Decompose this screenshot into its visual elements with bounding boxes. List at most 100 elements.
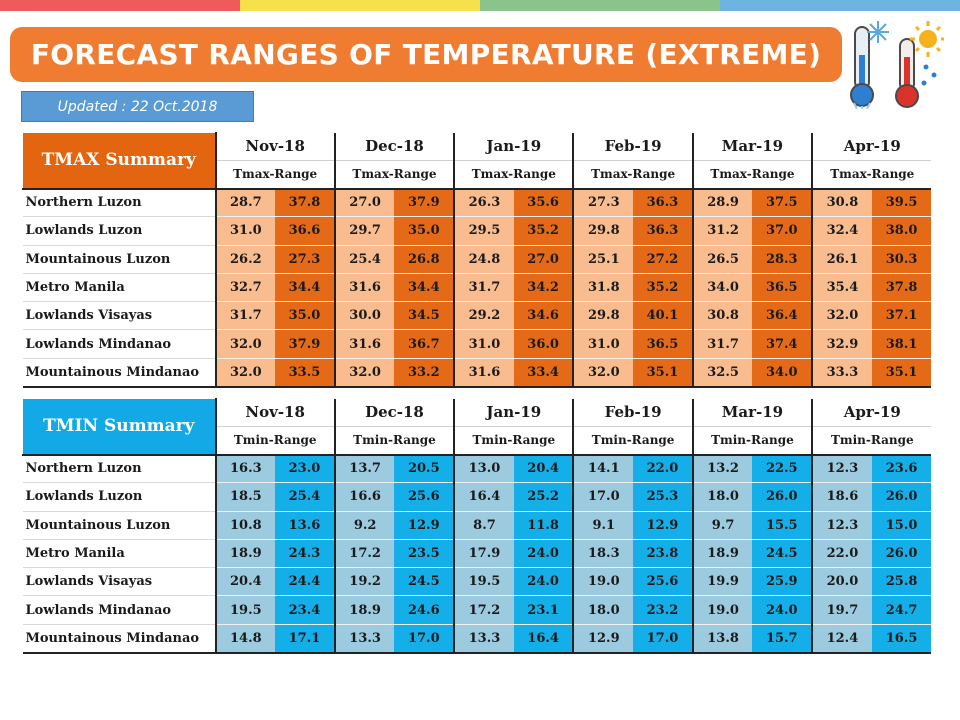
- tmax-low-value: 31.7: [214, 301, 276, 331]
- tmax-high-value: 36.3: [633, 187, 693, 218]
- tmin-high-value: 24.4: [275, 567, 335, 597]
- tmax-high-value: 26.8: [394, 245, 455, 274]
- tmin-low-value: 16.3: [214, 453, 276, 484]
- region-name: Northern Luzon: [22, 187, 216, 218]
- tmax-high-value: 34.5: [394, 301, 455, 331]
- tmax-high-value: 27.0: [513, 245, 574, 274]
- tmax-high-value: 36.7: [394, 329, 455, 359]
- tmax-high-value: 39.5: [871, 187, 932, 218]
- tmin-low-value: 17.0: [572, 482, 634, 512]
- tmin-high-value: 12.9: [394, 511, 455, 540]
- tmax-low-value: 32.4: [811, 216, 872, 246]
- tmax-low-value: 31.6: [333, 329, 395, 359]
- tmax-high-value: 37.4: [752, 329, 813, 359]
- tmax-high-value: 35.2: [513, 216, 574, 246]
- tmin-low-value: 18.6: [811, 482, 872, 512]
- tmax-low-value: 30.8: [811, 187, 872, 218]
- tmax-low-value: 28.7: [214, 187, 276, 218]
- tmax-low-value: 34.0: [691, 273, 753, 303]
- region-name: Lowlands Mindanao: [22, 595, 216, 625]
- tmax-high-value: 35.6: [513, 187, 574, 218]
- table-row: Lowlands Visayas 31.7 35.0 30.0 34.5 29.2 34.6…: [22, 301, 932, 331]
- sun-icon: [910, 21, 944, 57]
- table-row: Mountainous Mindanao 32.0 33.5 32.0 33.2 31.6…: [22, 358, 932, 388]
- table-row: Mountainous Luzon 10.8 13.6 9.2 12.9 8.7 11.8 9…: [22, 511, 932, 540]
- tmin-high-value: 12.9: [633, 511, 693, 540]
- tmin-high-value: 23.6: [871, 453, 932, 484]
- heat-drops-icon: [921, 64, 937, 86]
- tmin-high-value: 15.5: [752, 511, 813, 540]
- tmax-low-value: 29.2: [453, 301, 514, 331]
- tmax-low-value: 24.8: [453, 245, 514, 274]
- top-bar-segment-yellow: [240, 0, 480, 11]
- tmin-range-label: Tmin-Range: [214, 426, 335, 455]
- tmin-low-value: 10.8: [214, 511, 276, 540]
- tmin-range-label: Tmin-Range: [572, 426, 693, 455]
- tmin-high-value: 15.7: [752, 624, 813, 654]
- tmin-month-header: Feb-19: [572, 398, 693, 427]
- table-row: Metro Manila 18.9 24.3 17.2 23.5 17.9 24.0 18.3…: [22, 539, 932, 569]
- tmax-low-value: 32.5: [691, 358, 753, 388]
- tmin-high-value: 23.1: [513, 595, 574, 625]
- tmax-high-value: 28.3: [752, 245, 813, 274]
- tmax-high-value: 37.8: [275, 187, 335, 218]
- tmax-high-value: 34.4: [394, 273, 455, 303]
- thermometer-icon: [850, 21, 944, 109]
- tmax-high-value: 36.6: [275, 216, 335, 246]
- tmin-low-value: 18.3: [572, 539, 634, 569]
- tmax-month-header: Feb-19: [572, 132, 693, 161]
- tmin-high-value: 24.6: [394, 595, 455, 625]
- tmin-high-value: 24.0: [513, 539, 574, 569]
- tmax-high-value: 38.0: [871, 216, 932, 246]
- tmin-low-value: 13.3: [453, 624, 514, 654]
- table-row: Metro Manila 32.7 34.4 31.6 34.4 31.7 34.2 31.8…: [22, 273, 932, 303]
- tmax-low-value: 28.9: [691, 187, 753, 218]
- tmax-high-value: 27.2: [633, 245, 693, 274]
- tmax-high-value: 37.0: [752, 216, 813, 246]
- region-name: Metro Manila: [22, 273, 216, 303]
- tmax-high-value: 37.8: [871, 273, 932, 303]
- tmax-range-label: Tmax-Range: [691, 160, 813, 189]
- region-name: Mountainous Luzon: [22, 245, 216, 274]
- tmin-low-value: 9.7: [691, 511, 753, 540]
- tmin-month-header: Dec-18: [333, 398, 455, 427]
- tmax-low-value: 31.6: [333, 273, 395, 303]
- tmax-high-value: 36.3: [633, 216, 693, 246]
- hot-thermometer-icon: [895, 38, 919, 108]
- tmin-high-value: 17.0: [394, 624, 455, 654]
- tmax-low-value: 26.5: [691, 245, 753, 274]
- tmax-low-value: 32.0: [214, 329, 276, 359]
- tmax-high-value: 40.1: [633, 301, 693, 331]
- tmin-high-value: 23.2: [633, 595, 693, 625]
- tmin-low-value: 12.9: [572, 624, 634, 654]
- table-row: Lowlands Luzon 18.5 25.4 16.6 25.6 16.4 25.2 17…: [22, 482, 932, 512]
- tmax-range-label: Tmax-Range: [572, 160, 693, 189]
- tmin-low-value: 20.4: [214, 567, 276, 597]
- tmax-low-value: 31.7: [453, 273, 514, 303]
- tmin-low-value: 12.3: [811, 511, 872, 540]
- tmin-summary-table: TMIN Summary Nov-18 Dec-18 Jan-19 Feb-19 Mar-…: [22, 398, 932, 654]
- tmax-low-value: 25.4: [333, 245, 395, 274]
- page-title: FORECAST RANGES OF TEMPERATURE (EXTREME): [10, 27, 842, 82]
- tmin-high-value: 22.5: [752, 453, 813, 484]
- tmin-high-value: 22.0: [633, 453, 693, 484]
- tmax-high-value: 37.9: [394, 187, 455, 218]
- tmax-high-value: 36.5: [752, 273, 813, 303]
- tmin-low-value: 9.1: [572, 511, 634, 540]
- tmin-low-value: 18.0: [691, 482, 753, 512]
- tmax-high-value: 34.2: [513, 273, 574, 303]
- tmax-low-value: 31.2: [691, 216, 753, 246]
- tmin-high-value: 25.3: [633, 482, 693, 512]
- region-name: Lowlands Visayas: [22, 301, 216, 331]
- tmin-high-value: 20.4: [513, 453, 574, 484]
- tmin-low-value: 12.4: [811, 624, 872, 654]
- tmax-high-value: 34.0: [752, 358, 813, 388]
- top-bar-segment-blue: [720, 0, 960, 11]
- tmax-range-label: Tmax-Range: [333, 160, 455, 189]
- tmax-low-value: 32.0: [214, 358, 276, 388]
- tmin-low-value: 8.7: [453, 511, 514, 540]
- tmin-low-value: 17.2: [453, 595, 514, 625]
- tmax-low-value: 33.3: [811, 358, 872, 388]
- table-row: Lowlands Mindanao 32.0 37.9 31.6 36.7 31.0 36.…: [22, 329, 932, 359]
- tmin-high-value: 17.0: [633, 624, 693, 654]
